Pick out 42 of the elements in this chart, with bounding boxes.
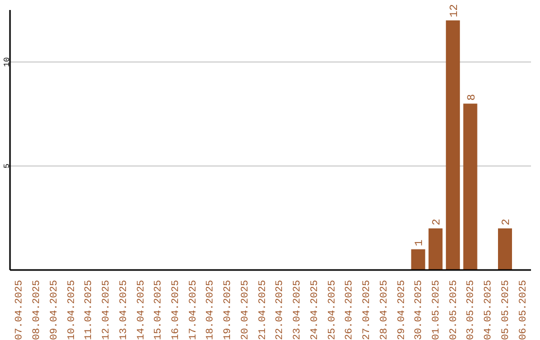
x-tick-label: 07.04.2025 — [14, 280, 26, 340]
x-tick-label: 01.05.2025 — [431, 280, 442, 340]
data-label: 2 — [501, 218, 514, 226]
x-tick-label: 05.05.2025 — [500, 280, 512, 340]
x-tick-label: 28.04.2025 — [379, 280, 390, 340]
x-tick-label: 30.04.2025 — [414, 280, 426, 340]
x-tick-label: 09.04.2025 — [49, 280, 60, 340]
data-label: 2 — [432, 218, 444, 226]
x-tick-label: 13.04.2025 — [118, 280, 130, 340]
x-tick-label: 14.04.2025 — [136, 280, 148, 340]
x-tick-label: 02.05.2025 — [448, 280, 460, 340]
y-tick-label: 10 — [3, 57, 12, 67]
x-tick-label: 08.04.2025 — [32, 280, 44, 340]
x-tick-label: 23.04.2025 — [292, 280, 304, 340]
x-tick-label: 24.04.2025 — [310, 280, 321, 340]
x-tick-label: 18.04.2025 — [206, 280, 217, 340]
x-tick-label: 25.04.2025 — [327, 280, 338, 340]
x-tick-label: 03.05.2025 — [466, 280, 478, 340]
x-tick-label: 21.04.2025 — [258, 280, 269, 340]
x-tick-label: 11.04.2025 — [84, 280, 96, 340]
x-tick-label: 12.04.2025 — [102, 280, 113, 340]
x-tick-label: 19.04.2025 — [223, 280, 234, 340]
bar — [446, 20, 460, 270]
bar — [498, 228, 512, 270]
bar — [463, 104, 478, 270]
x-tick-label: 26.04.2025 — [344, 280, 356, 340]
x-tick-label: 20.04.2025 — [240, 280, 252, 340]
x-tick-label: 10.04.2025 — [66, 280, 78, 340]
x-tick-label: 22.04.2025 — [275, 280, 286, 340]
data-label: 1 — [414, 239, 426, 246]
x-tick-label: 16.04.2025 — [170, 280, 182, 340]
data-label: 12 — [448, 4, 461, 18]
bar — [428, 228, 443, 270]
y-tick-label: 5 — [3, 163, 12, 168]
x-tick-label: 15.04.2025 — [154, 280, 165, 340]
x-tick-label: 29.04.2025 — [396, 280, 408, 340]
x-tick-label: 04.05.2025 — [484, 280, 495, 340]
bar — [411, 249, 426, 270]
x-tick-label: 27.04.2025 — [362, 280, 374, 340]
data-label: 8 — [466, 94, 478, 101]
x-tick-label: 06.05.2025 — [518, 280, 530, 340]
x-tick-label: 17.04.2025 — [188, 280, 200, 340]
